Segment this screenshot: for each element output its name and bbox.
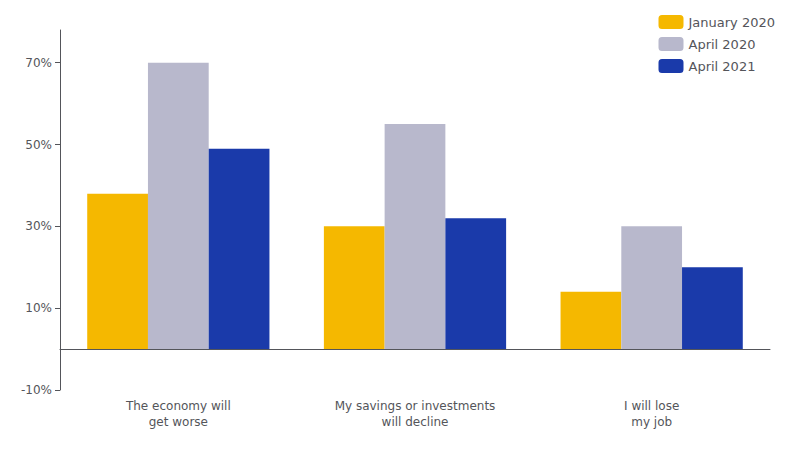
svg-text:will decline: will decline: [382, 415, 449, 429]
svg-text:50%: 50%: [25, 138, 52, 152]
svg-text:get worse: get worse: [149, 415, 208, 429]
svg-text:My savings or investments: My savings or investments: [335, 399, 496, 413]
svg-text:April 2021: April 2021: [689, 59, 756, 74]
svg-text:70%: 70%: [25, 56, 52, 70]
svg-text:10%: 10%: [25, 301, 52, 315]
svg-text:my job: my job: [631, 415, 672, 429]
svg-text:The economy will: The economy will: [125, 399, 231, 413]
svg-text:April 2020: April 2020: [689, 37, 756, 52]
svg-text:I will lose: I will lose: [624, 399, 679, 413]
svg-text:30%: 30%: [25, 219, 52, 233]
svg-text:-10%: -10%: [21, 383, 52, 397]
svg-text:January 2020: January 2020: [688, 15, 776, 30]
